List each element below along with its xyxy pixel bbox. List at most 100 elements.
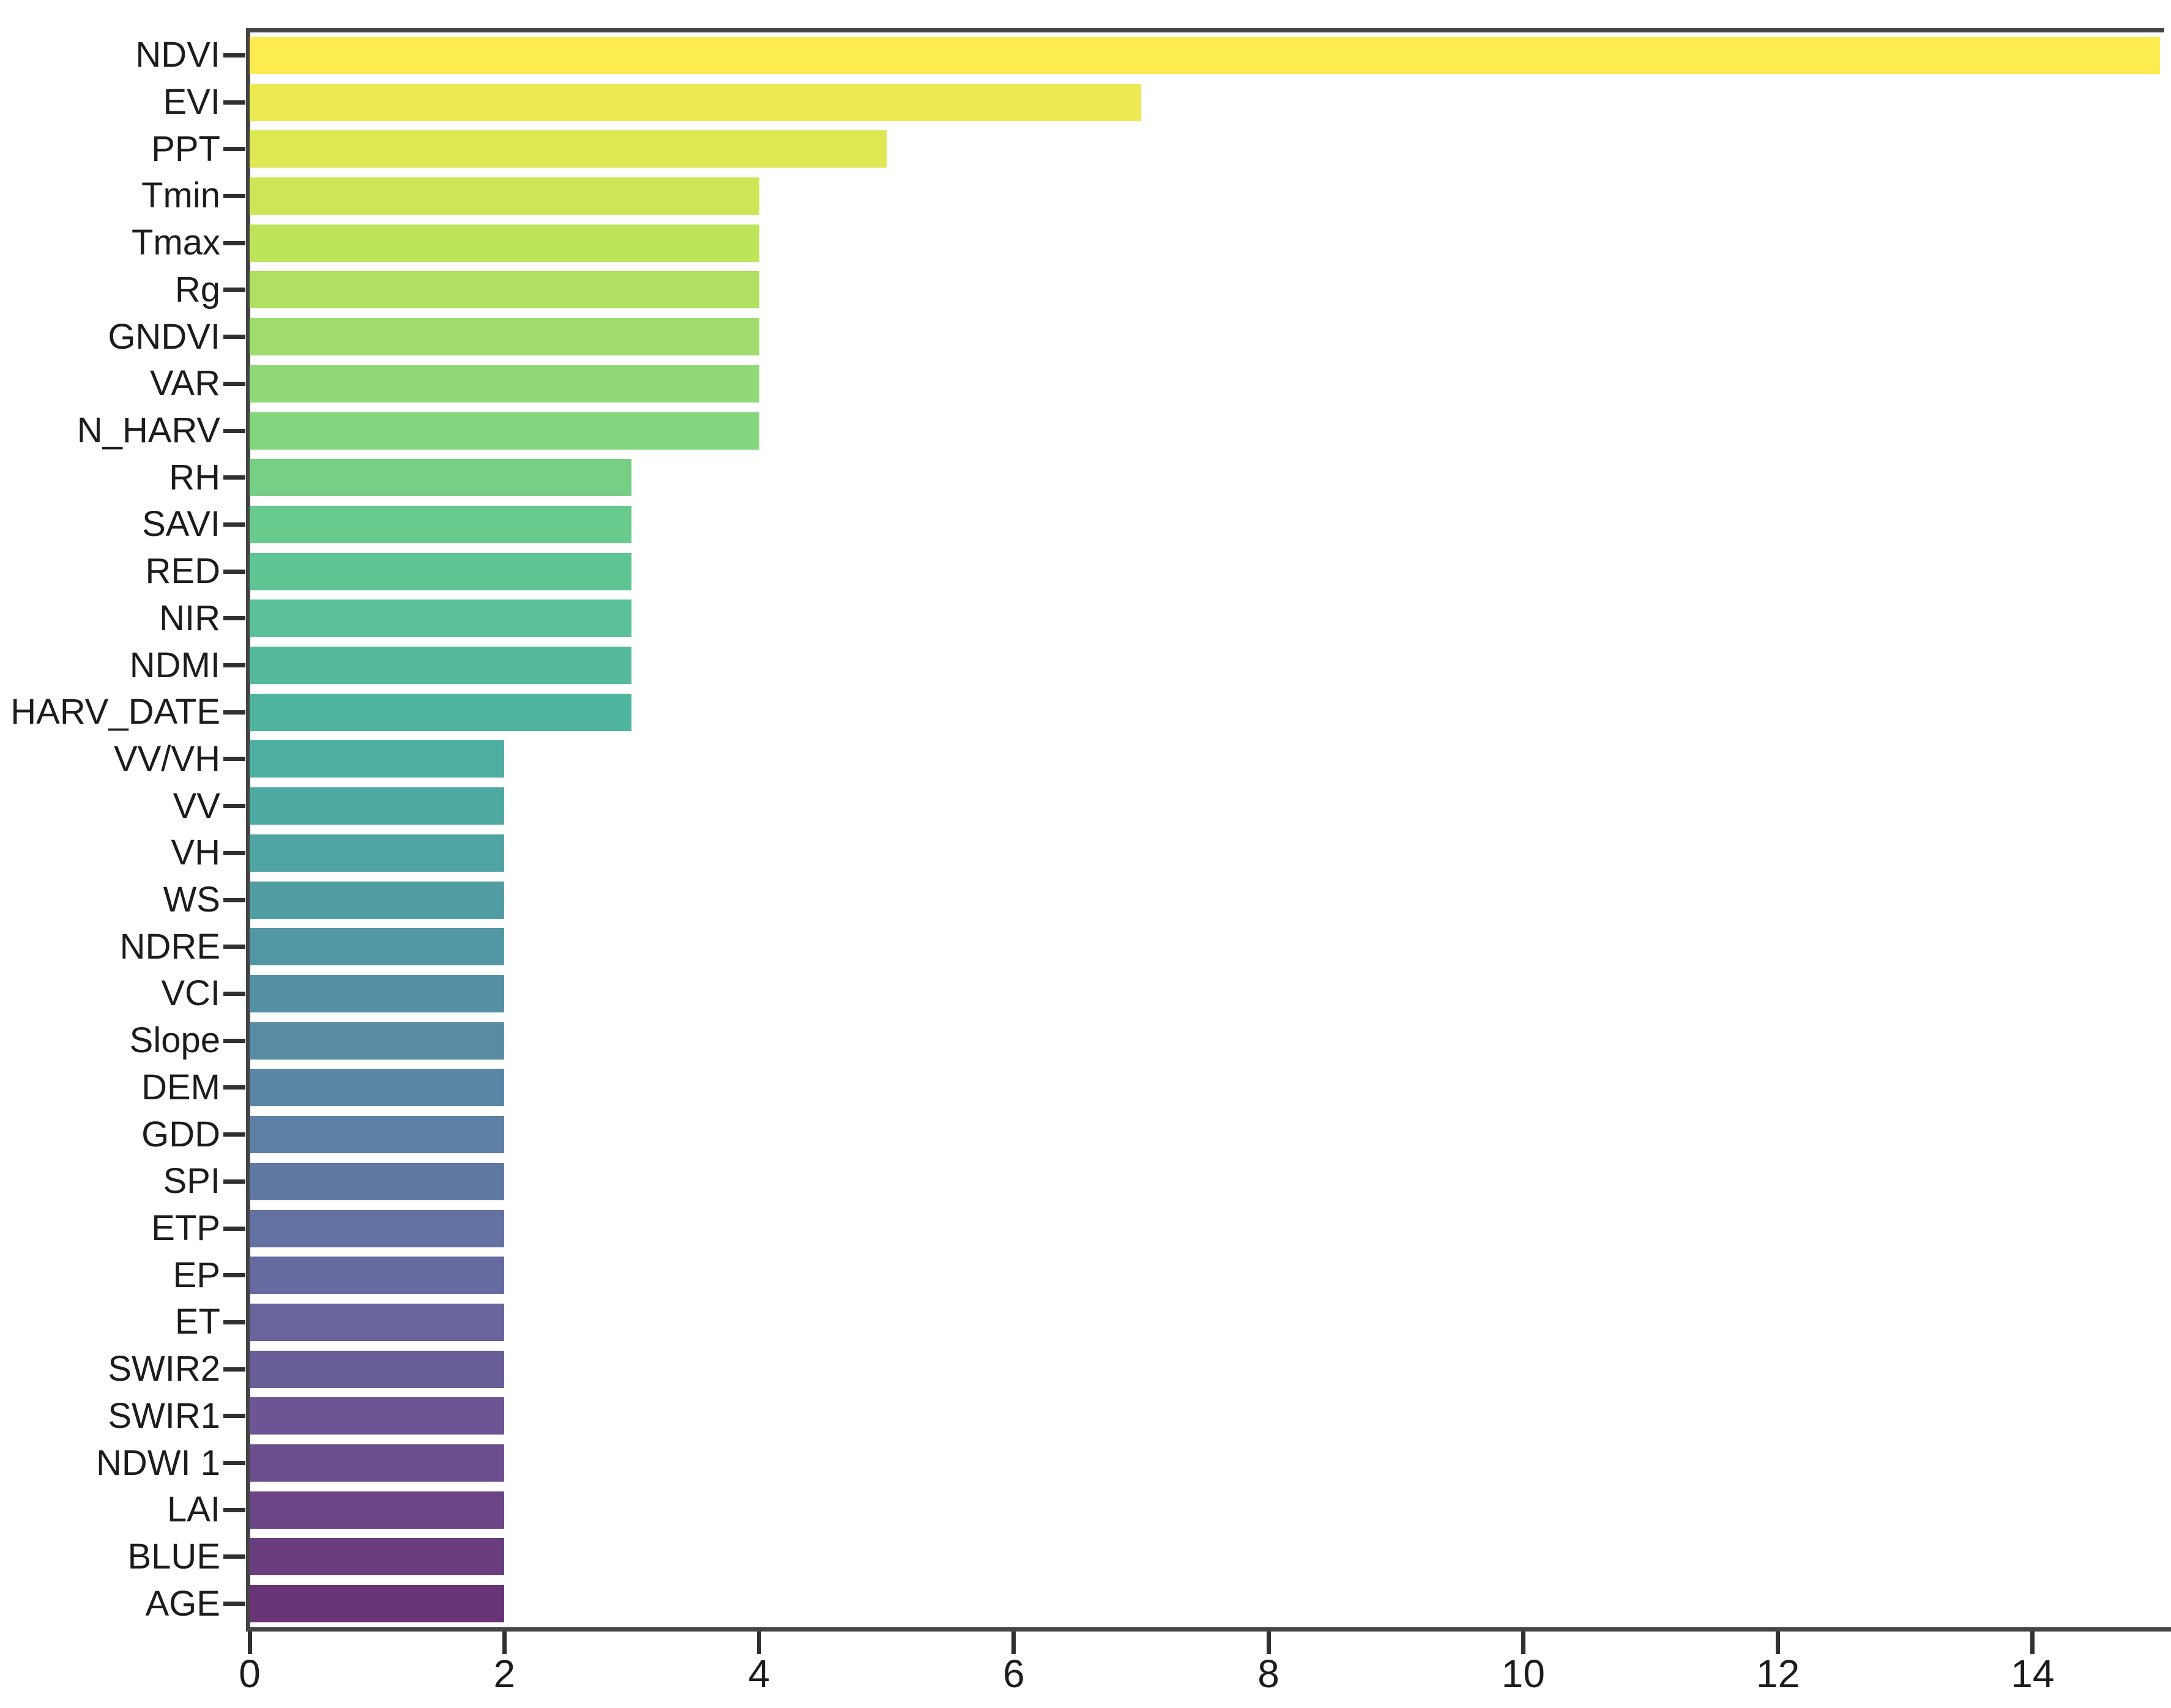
bar-PPT <box>250 130 887 168</box>
bar-NDRE <box>250 928 505 966</box>
y-tick-label: EVI <box>163 82 221 122</box>
bar-VCI <box>250 975 505 1012</box>
y-tick <box>223 475 245 480</box>
y-tick <box>223 757 245 762</box>
bar-Slope <box>250 1022 505 1060</box>
y-tick <box>223 53 245 58</box>
y-tick-label: VH <box>171 833 220 873</box>
x-tick-label: 0 <box>239 1652 261 1696</box>
y-tick <box>223 897 245 902</box>
y-tick <box>223 1132 245 1137</box>
y-tick <box>223 616 245 621</box>
y-tick-label: DEM <box>141 1067 220 1107</box>
bar-VH <box>250 834 505 872</box>
bar-NDVI <box>250 36 2160 74</box>
y-tick-label: LAI <box>166 1490 220 1530</box>
bar-NDWI_1 <box>250 1444 505 1482</box>
x-tick-label: 6 <box>1003 1652 1025 1696</box>
x-tick <box>247 1632 252 1654</box>
x-tick-label: 10 <box>1501 1652 1545 1696</box>
y-tick-label: NDWI 1 <box>96 1443 220 1483</box>
y-tick <box>223 1226 245 1231</box>
y-tick-label: EP <box>173 1255 220 1295</box>
x-tick <box>1521 1632 1525 1654</box>
y-tick-label: VV/VH <box>113 738 220 779</box>
y-tick <box>223 569 245 574</box>
top-spine <box>250 28 2164 32</box>
bar-NIR <box>250 600 632 637</box>
y-tick-label: Tmax <box>132 223 220 263</box>
bar-VV_VH <box>250 740 505 778</box>
y-tick-label: SPI <box>163 1161 221 1201</box>
x-tick <box>1776 1632 1781 1654</box>
bar-WS <box>250 881 505 919</box>
y-tick-label: AGE <box>145 1583 221 1624</box>
bar-GNDVI <box>250 318 759 356</box>
bar-EVI <box>250 83 1141 121</box>
y-tick-label: VCI <box>161 973 220 1014</box>
bar-RH <box>250 459 632 497</box>
bar-NDMI <box>250 647 632 685</box>
bar-N_HARV <box>250 412 759 450</box>
y-tick-label: HARV_DATE <box>10 692 220 732</box>
y-tick-label: WS <box>163 880 220 920</box>
y-tick <box>223 804 245 809</box>
x-tick-label: 12 <box>1756 1652 1800 1696</box>
bar-Rg <box>250 271 759 309</box>
y-tick <box>223 335 245 340</box>
y-tick <box>223 1602 245 1606</box>
bar-VV <box>250 787 505 825</box>
bar-ETP <box>250 1209 505 1247</box>
y-tick <box>223 1320 245 1324</box>
x-tick-label: 8 <box>1257 1652 1279 1696</box>
y-tick <box>223 1179 245 1184</box>
bar-EP <box>250 1257 505 1294</box>
y-tick <box>223 850 245 855</box>
x-tick <box>1266 1632 1271 1654</box>
y-tick-label: NDRE <box>119 926 220 967</box>
y-tick-label: Slope <box>129 1020 220 1061</box>
y-tick <box>223 1085 245 1090</box>
bar-BLUE <box>250 1538 505 1576</box>
y-tick-label: SWIR1 <box>108 1395 220 1436</box>
y-tick-label: NDVI <box>135 35 220 75</box>
x-tick-label: 4 <box>748 1652 770 1696</box>
x-tick <box>2030 1632 2035 1654</box>
bar-Tmax <box>250 224 759 262</box>
y-tick-label: SWIR2 <box>108 1349 220 1389</box>
y-tick <box>223 193 245 198</box>
bar-ET <box>250 1303 505 1341</box>
y-tick <box>223 710 245 715</box>
y-tick <box>223 381 245 386</box>
y-tick-label: VV <box>173 785 220 826</box>
y-tick <box>223 1367 245 1372</box>
bar-AGE <box>250 1585 505 1623</box>
y-tick-label: PPT <box>151 128 220 169</box>
y-tick <box>223 1414 245 1419</box>
x-tick <box>1011 1632 1016 1654</box>
bar-GDD <box>250 1116 505 1154</box>
y-tick-label: N_HARV <box>76 410 220 450</box>
y-tick-label: NIR <box>159 598 220 638</box>
x-tick <box>502 1632 507 1654</box>
y-tick <box>223 288 245 292</box>
y-tick <box>223 240 245 245</box>
y-tick-label: GDD <box>141 1114 220 1154</box>
y-tick-label: RH <box>169 457 220 497</box>
x-tick <box>757 1632 762 1654</box>
y-tick <box>223 1461 245 1466</box>
bar-SAVI <box>250 505 632 543</box>
bar-SPI <box>250 1162 505 1200</box>
bar-SWIR1 <box>250 1397 505 1435</box>
y-tick <box>223 1554 245 1559</box>
x-axis-line <box>246 1627 2171 1632</box>
y-tick <box>223 991 245 996</box>
bar-HARV_DATE <box>250 693 632 731</box>
bar-LAI <box>250 1491 505 1529</box>
y-tick <box>223 1507 245 1512</box>
y-tick-label: NDMI <box>129 645 220 685</box>
y-tick <box>223 100 245 105</box>
y-tick-label: GNDVI <box>108 316 220 357</box>
left-spine <box>246 28 250 1632</box>
